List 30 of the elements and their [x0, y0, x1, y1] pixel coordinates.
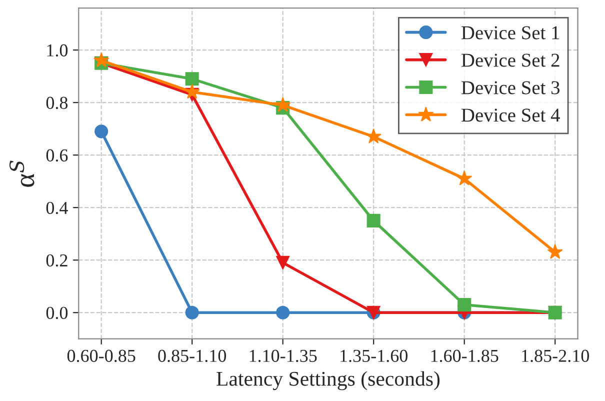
legend-label: Device Set 1 — [461, 26, 560, 40]
point — [94, 52, 110, 68]
y-tick-label: 0.8 — [46, 96, 68, 110]
x-tick-label: 0.85-1.10 — [158, 350, 226, 362]
y-tick-label: 0.6 — [46, 149, 68, 162]
y-tick-label: 0.2 — [46, 254, 68, 267]
point — [185, 306, 199, 320]
point — [94, 124, 108, 138]
x-tick-label: 1.35-1.60 — [340, 350, 408, 362]
point — [366, 214, 380, 228]
point — [276, 256, 290, 270]
point — [366, 128, 382, 144]
point — [185, 72, 199, 86]
point — [275, 97, 291, 112]
x-tick-label: 1.10-1.35 — [250, 350, 317, 362]
y-tick-label: 0.4 — [46, 202, 68, 214]
point — [456, 170, 472, 186]
y-tick-label: 1.0 — [47, 44, 68, 57]
point — [276, 306, 290, 320]
x-tick-label: 1.85-2.10 — [522, 350, 590, 362]
y-tick-label: 0.0 — [46, 306, 68, 320]
x-tick-label: 0.60-0.85 — [67, 350, 136, 362]
x-tick-label: 1.60-1.85 — [431, 350, 498, 362]
y-axis-title: α$^{S}$ — [9, 160, 34, 187]
point — [458, 298, 472, 312]
legend-label: Device Set 4 — [461, 108, 560, 122]
x-axis-title: Latency Settings (seconds) — [216, 371, 440, 390]
point — [547, 244, 563, 259]
legend-label: Device Set 3 — [461, 81, 560, 94]
legend-label: Device Set 2 — [461, 54, 560, 67]
